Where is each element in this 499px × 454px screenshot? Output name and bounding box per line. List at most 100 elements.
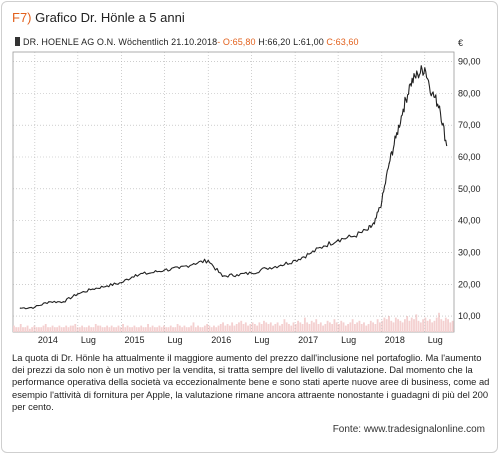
volume-bar: [110, 325, 113, 332]
volume-bar: [353, 324, 356, 332]
price-point: [373, 223, 376, 225]
volume-bar: [63, 327, 65, 332]
volume-bar: [310, 320, 313, 332]
volume-bar: [363, 322, 365, 332]
volume-bar: [449, 322, 452, 332]
volume-bar: [144, 327, 147, 332]
volume-bar: [135, 327, 138, 332]
volume-bar: [415, 314, 418, 332]
volume-bar: [203, 325, 206, 332]
volume-bar: [256, 325, 259, 332]
volume-bar: [140, 325, 143, 332]
volume-bar: [431, 322, 434, 332]
volume-bar: [131, 327, 134, 332]
price-point: [106, 285, 108, 287]
volume-bar: [74, 324, 77, 332]
volume-bar: [308, 324, 311, 332]
volume-bar: [147, 324, 149, 332]
volume-bar: [417, 320, 420, 332]
volume-bar: [374, 324, 377, 332]
volume-bar: [324, 324, 327, 332]
volume-bar: [278, 325, 281, 332]
volume-bar: [76, 327, 79, 332]
volume-bar: [297, 320, 299, 332]
volume-bar: [181, 327, 184, 332]
volume-bar: [194, 327, 197, 332]
volume-bar: [447, 319, 449, 332]
x-tick-label: 2017: [298, 335, 318, 345]
volume-bar: [242, 324, 245, 332]
volume-bar: [413, 319, 415, 332]
y-tick-label: 50,00: [458, 184, 481, 194]
volume-bar: [253, 324, 256, 332]
price-point: [236, 274, 238, 276]
price-point: [163, 269, 166, 271]
volume-bar: [42, 325, 45, 332]
price-point: [91, 288, 94, 290]
x-tick-label: 2016: [211, 335, 231, 345]
volume-bar: [292, 322, 295, 332]
volume-bar: [176, 324, 179, 332]
volume-bar: [83, 327, 86, 332]
figure-title: F7) Grafico Dr. Hönle a 5 anni: [12, 10, 185, 25]
volume-bar: [244, 322, 247, 332]
volume-bar: [351, 319, 354, 332]
volume-bar: [156, 327, 159, 332]
volume-bar: [338, 324, 340, 332]
volume-bar: [283, 319, 286, 332]
volume-bar: [328, 322, 331, 332]
price-point: [352, 235, 354, 238]
volume-bar: [231, 322, 234, 332]
volume-bar: [69, 325, 72, 332]
price-line: [20, 65, 448, 310]
volume-bar: [217, 325, 220, 332]
volume-bar: [19, 324, 22, 332]
volume-bar: [92, 327, 95, 332]
volume-bar: [172, 327, 174, 332]
volume-bar: [335, 322, 338, 332]
volume-bar: [319, 322, 322, 332]
price-point: [19, 307, 21, 309]
volume-bar: [40, 327, 43, 332]
volume-bar: [365, 325, 368, 332]
volume-bar: [160, 327, 163, 332]
x-tick-label: Lug: [428, 335, 443, 345]
volume-bar: [190, 325, 193, 332]
volume-bar: [238, 322, 240, 332]
price-point: [424, 67, 426, 69]
x-tick-label: Lug: [81, 335, 96, 345]
volume-bar: [13, 325, 15, 332]
volume-bar: [442, 320, 445, 332]
volume-bar: [142, 327, 145, 332]
volume-bar: [360, 324, 363, 332]
volume-bar: [53, 327, 56, 332]
volume-bar: [288, 324, 290, 332]
price-point: [409, 83, 411, 85]
price-point: [395, 137, 397, 139]
price-point: [134, 274, 137, 276]
volume-bar: [192, 322, 195, 332]
volume-bar: [326, 320, 329, 332]
volume-bar: [188, 327, 190, 332]
volume-bar: [369, 320, 372, 332]
volume-bar: [331, 324, 334, 332]
plot-area: [12, 51, 455, 333]
volume-bar: [90, 327, 93, 332]
volume-bar: [153, 327, 156, 332]
volume-bar: [249, 324, 252, 332]
price-point: [446, 144, 448, 147]
volume-bar: [383, 317, 386, 332]
volume-bar: [235, 324, 238, 332]
price-point: [77, 293, 79, 295]
volume-bar: [133, 325, 136, 332]
volume-bar: [340, 320, 343, 332]
volume-bar: [372, 322, 374, 332]
price-point: [265, 267, 267, 269]
volume-bar: [115, 327, 118, 332]
volume-bar: [213, 325, 215, 332]
volume-bar: [269, 322, 272, 332]
volume-bar: [44, 324, 47, 332]
volume-bar: [392, 322, 395, 332]
volume-bar: [281, 324, 284, 332]
volume-bar: [251, 322, 254, 332]
